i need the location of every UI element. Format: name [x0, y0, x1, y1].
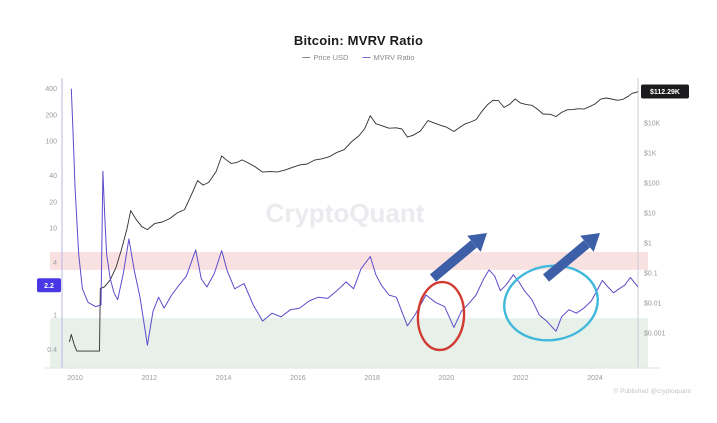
right-axis-tick-label: $100	[644, 181, 660, 188]
legend-item-price-usd[interactable]: — Price USD	[302, 53, 348, 62]
left-axis-tick-label: 0.4	[47, 347, 57, 354]
series-line-mvrv-ratio	[70, 88, 639, 346]
overvalued-zone-band	[50, 252, 648, 270]
up-arrow-2023-shaft	[542, 240, 590, 282]
x-axis-tick-label: 2012	[142, 375, 158, 382]
left-axis-tick-label: 10	[49, 226, 57, 233]
left-axis-tick-label: 4	[53, 260, 57, 267]
x-axis-tick-label: 2022	[513, 375, 529, 382]
up-arrow-2023-head-icon	[580, 233, 600, 252]
x-axis-tick-label: 2018	[364, 375, 380, 382]
right-axis-tick-label: $1	[644, 241, 652, 248]
price-current-badge	[641, 84, 689, 99]
up-arrow-2020-head-icon	[467, 233, 487, 252]
x-axis-tick-label: 2024	[587, 375, 603, 382]
footer-credit: © Published @cryptoquant	[613, 388, 691, 395]
mvrv-current-badge-value: 2.2	[44, 283, 54, 290]
undervalued-zone-band	[50, 318, 648, 368]
right-axis-tick-label: $10K	[644, 121, 661, 128]
legend-swatch-icon: —	[362, 52, 371, 62]
right-axis-tick-label: $1K	[644, 151, 657, 158]
x-axis-tick-label: 2016	[290, 375, 306, 382]
right-axis-tick-label: $0.001	[644, 331, 666, 338]
cyan-circle-2022-bottom	[503, 264, 599, 342]
legend-label: MVRV Ratio	[373, 53, 415, 62]
left-axis-tick-label: 200	[45, 112, 57, 119]
left-axis-tick-label: 400	[45, 86, 57, 93]
right-axis-tick-label: $0.01	[644, 301, 662, 308]
mvrv-current-badge	[37, 278, 61, 293]
legend-swatch-icon: —	[302, 52, 311, 62]
up-arrow-2020-shaft	[429, 240, 477, 282]
watermark: CryptoQuant	[266, 198, 425, 228]
x-axis-tick-label: 2020	[439, 375, 455, 382]
left-axis-tick-label: 100	[45, 139, 57, 146]
left-axis-tick-label: 40	[49, 173, 57, 180]
left-axis-tick-label: 1	[53, 313, 57, 320]
right-axis-tick-label: $10	[644, 211, 656, 218]
red-circle-2020-bottom	[416, 280, 466, 352]
legend-item-mvrv-ratio[interactable]: — MVRV Ratio	[362, 53, 414, 62]
right-axis-tick-label: $0.1	[644, 271, 658, 278]
x-axis-tick-label: 2014	[216, 375, 232, 382]
chart-legend: — Price USD — MVRV Ratio	[0, 53, 717, 62]
legend-label: Price USD	[313, 53, 349, 62]
series-line-price-usd	[68, 91, 639, 352]
chart-title: Bitcoin: MVRV Ratio	[293, 33, 424, 48]
left-axis-tick-label: 20	[49, 199, 57, 206]
x-axis-tick-label: 2010	[67, 375, 83, 382]
price-current-badge-value: $112.29K	[650, 89, 680, 96]
